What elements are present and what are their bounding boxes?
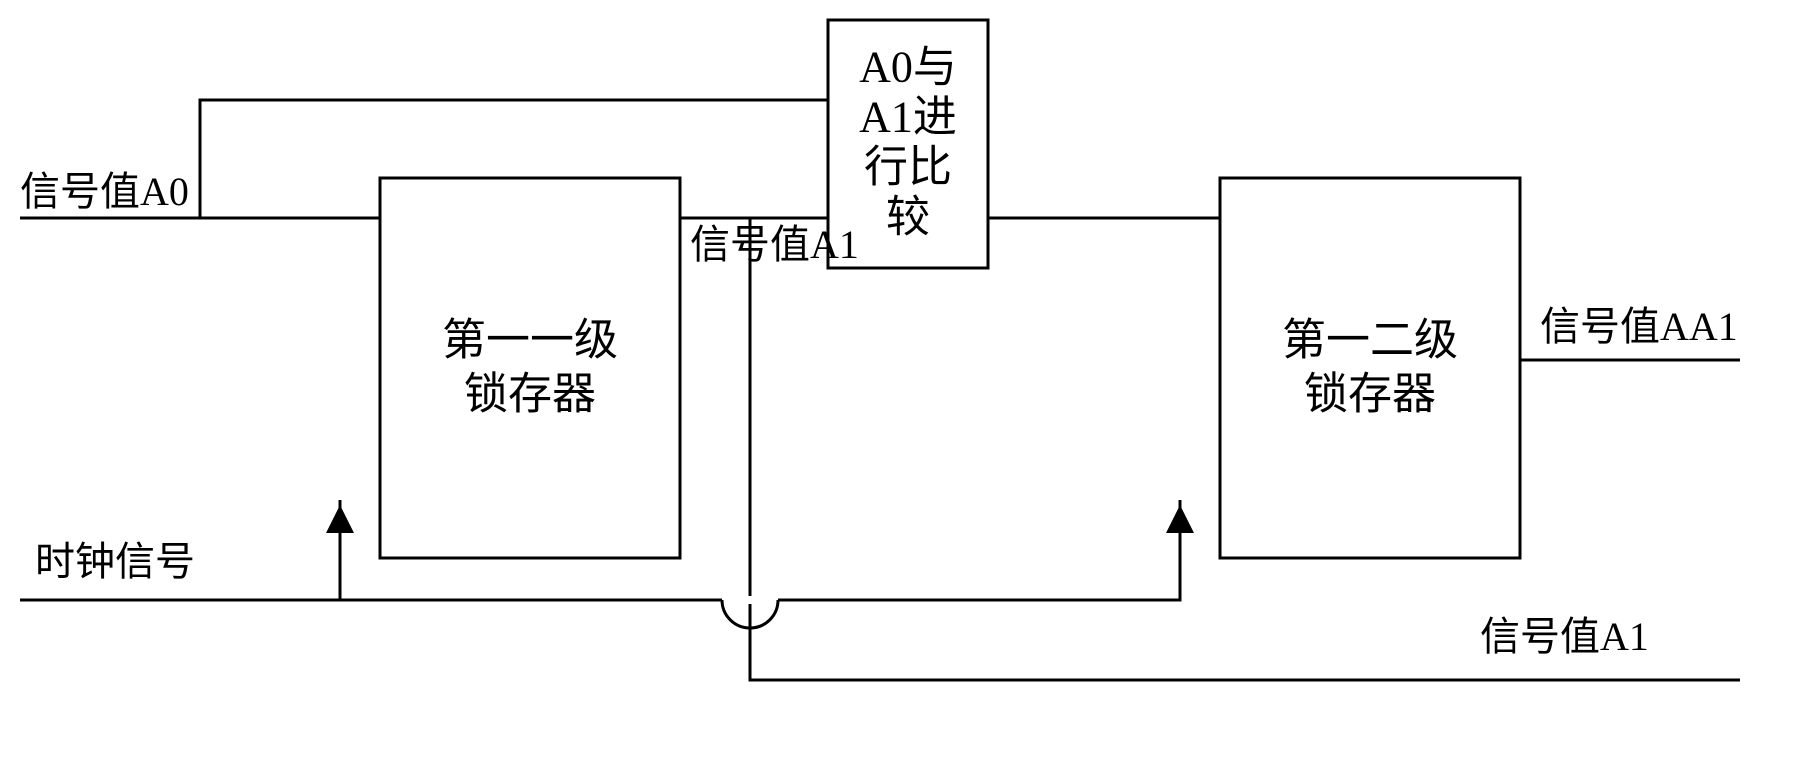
block-diagram: 第一一级锁存器 A0与A1进行比较 第一二级锁存器 信号值A0 信号值A1 时钟… [0,0,1796,775]
block-latch1: 第一一级锁存器 [380,178,680,558]
label-signal-a1-mid: 信号值A1 [690,222,859,267]
label-signal-a1-out: 信号值A1 [1480,614,1649,659]
label-signal-a0: 信号值A0 [20,169,189,214]
arrow-clock-latch1 [326,505,354,533]
arrow-clock-latch2 [1166,505,1194,533]
label-clock: 时钟信号 [35,539,195,584]
label-signal-aa1: 信号值AA1 [1540,304,1738,349]
block-latch2: 第一二级锁存器 [1220,178,1520,558]
